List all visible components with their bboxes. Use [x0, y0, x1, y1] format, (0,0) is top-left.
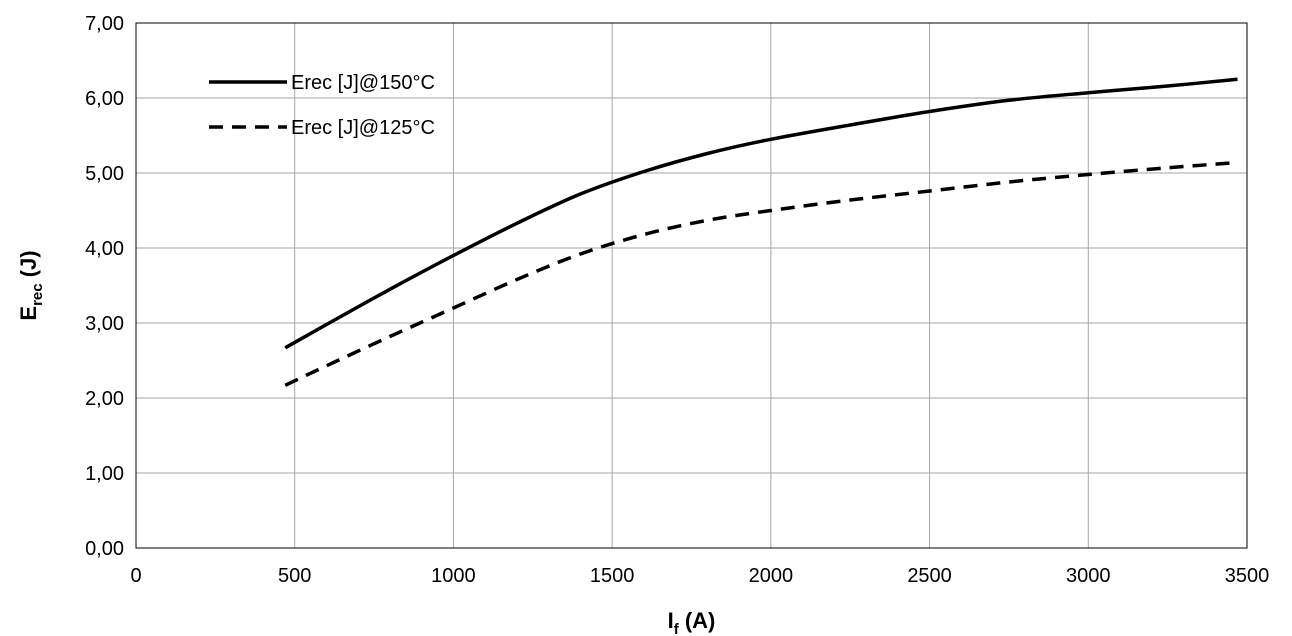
legend-label-2: Erec [J]@125°C: [291, 117, 435, 139]
x-tick-label: 3500: [1225, 565, 1270, 587]
y-axis-label-sub: rec: [29, 283, 46, 306]
y-tick-label: 5,00: [85, 163, 124, 185]
x-tick-label: 3000: [1066, 565, 1111, 587]
x-axis-label-main: I: [668, 608, 674, 633]
series-layer: [284, 77, 1238, 387]
grid: [136, 23, 1247, 548]
x-axis-label-rest: (A): [679, 608, 716, 633]
x-axis-label: If (A): [668, 608, 716, 636]
x-tick-label: 1500: [590, 565, 635, 587]
x-tick-label: 2000: [749, 565, 794, 587]
x-tick-label: 1000: [431, 565, 476, 587]
x-tick-label: 2500: [907, 565, 952, 587]
plot-area: [135, 22, 1248, 549]
y-axis-label-main: E: [16, 306, 41, 321]
x-tick-label: 0: [130, 565, 141, 587]
x-axis-label-sub: f: [674, 621, 680, 636]
series-line-1: [284, 77, 1238, 350]
y-tick-label: 4,00: [85, 238, 124, 260]
y-tick-label: 6,00: [85, 88, 124, 110]
x-axis-ticks: 0 500 1000 1500 2000 2500 3000 3500: [130, 565, 1269, 587]
y-tick-label: 2,00: [85, 388, 124, 410]
y-axis-label-rest: (J): [16, 250, 41, 283]
legend: Erec [J]@150°C Erec [J]@125°C: [209, 72, 435, 139]
legend-label-1: Erec [J]@150°C: [291, 72, 435, 94]
y-tick-label: 3,00: [85, 313, 124, 335]
y-axis-label: Erec (J): [16, 250, 46, 320]
y-tick-label: 0,00: [85, 538, 124, 560]
y-tick-label: 1,00: [85, 463, 124, 485]
series-line-2: [284, 160, 1238, 387]
y-axis-ticks: 0,00 1,00 2,00 3,00 4,00 5,00 6,00 7,00: [85, 13, 124, 560]
y-tick-label: 7,00: [85, 13, 124, 35]
x-tick-label: 500: [278, 565, 311, 587]
